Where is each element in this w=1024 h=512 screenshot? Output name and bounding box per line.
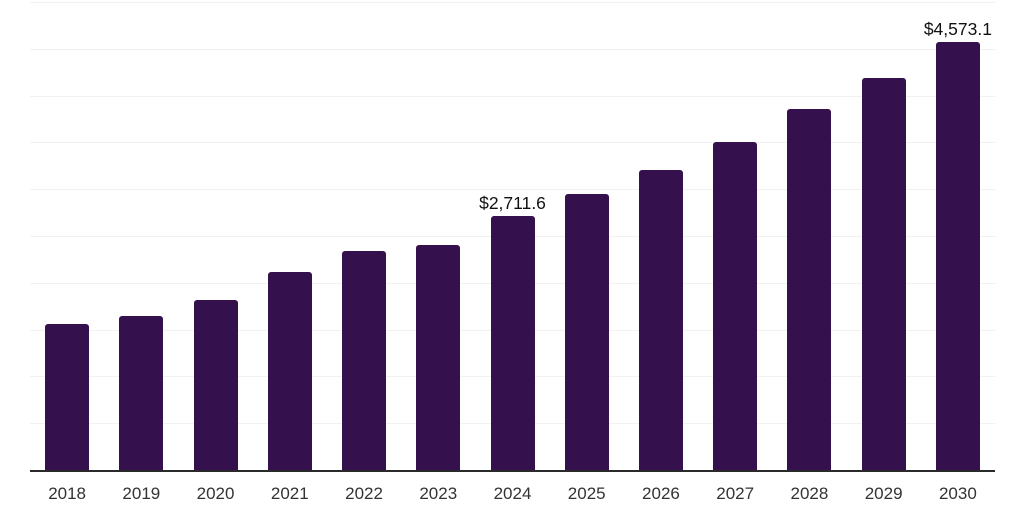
bar-2024 [490, 216, 535, 470]
bar-2019 [119, 316, 164, 470]
x-tick-2022: 2022 [345, 484, 383, 503]
gridline-5000 [30, 2, 995, 3]
bar-2030 [935, 41, 980, 470]
bar-2020 [193, 299, 238, 470]
x-tick-2029: 2029 [864, 484, 903, 503]
bar-2028 [787, 109, 832, 470]
data-label-2030: $4,573.1 [923, 18, 992, 39]
gridline-4500 [30, 48, 995, 50]
x-tick-2023: 2023 [419, 484, 458, 503]
x-tick-2028: 2028 [790, 484, 829, 503]
bar-2021 [267, 271, 312, 470]
plot-area: $2,711.6 $4,573.1 [30, 2, 995, 472]
x-tick-2026: 2026 [642, 484, 680, 503]
x-tick-2019: 2019 [122, 484, 161, 503]
bar-2022 [342, 251, 387, 470]
gridline-3500 [30, 142, 995, 144]
bar-2018 [45, 323, 90, 470]
bar-2026 [638, 170, 683, 470]
gridline-4000 [30, 95, 995, 97]
x-axis-line [30, 470, 995, 472]
bar-2029 [861, 78, 906, 470]
x-tick-2021: 2021 [270, 484, 309, 503]
x-tick-2025: 2025 [567, 484, 606, 503]
gridline-3000 [30, 189, 995, 191]
x-tick-2027: 2027 [716, 484, 755, 503]
bar-2027 [713, 142, 758, 470]
x-tick-2020: 2020 [196, 484, 235, 503]
bar-2025 [564, 193, 609, 470]
bar-2023 [416, 245, 461, 470]
x-tick-2024: 2024 [493, 484, 532, 503]
x-tick-2030: 2030 [938, 484, 977, 503]
data-label-2024: $2,711.6 [479, 193, 546, 214]
x-tick-2018: 2018 [48, 484, 87, 503]
